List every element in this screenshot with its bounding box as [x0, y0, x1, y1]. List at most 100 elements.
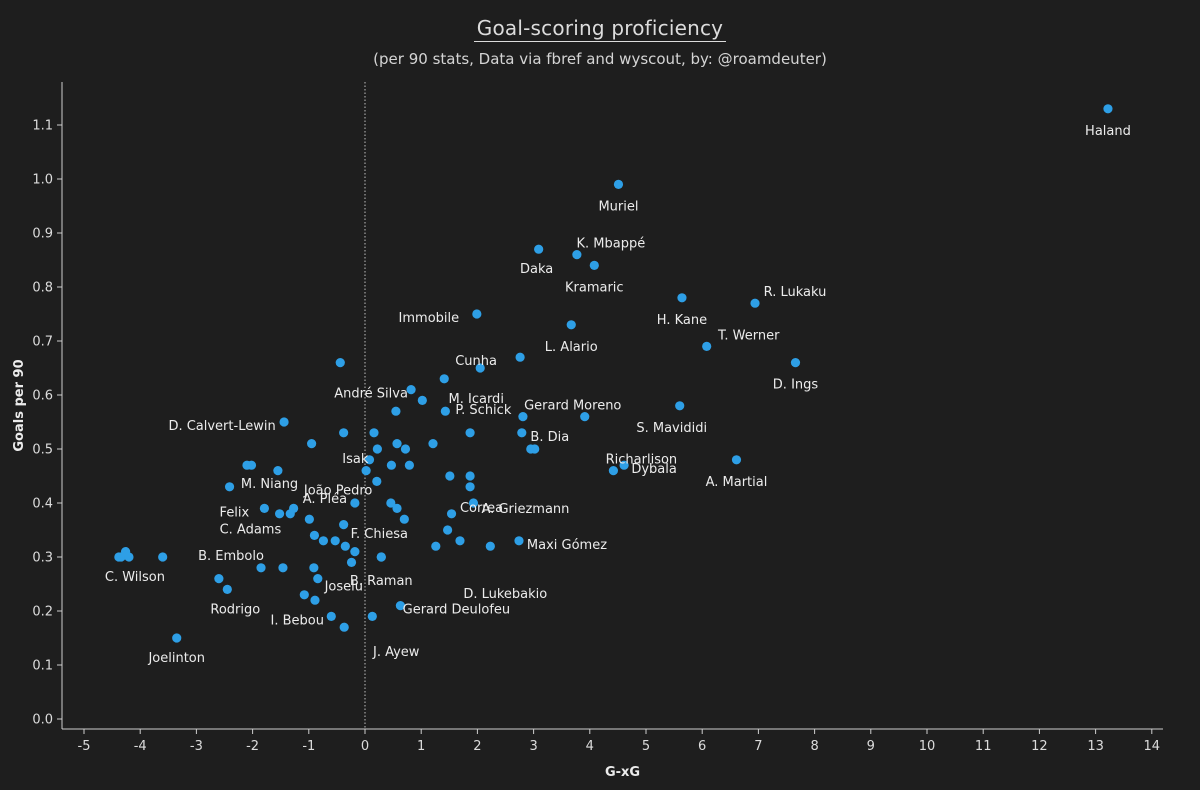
data-point [750, 298, 760, 308]
data-point [339, 622, 349, 632]
point-label: Isak [342, 452, 369, 467]
data-point [515, 352, 525, 362]
point-label: H. Kane [657, 313, 707, 328]
point-label: Haland [1085, 124, 1131, 139]
data-point [309, 563, 319, 573]
data-point [386, 460, 397, 470]
data-point [613, 179, 624, 189]
data-point [273, 466, 283, 476]
data-point [472, 309, 482, 319]
data-point [475, 363, 485, 373]
point-label: B. Embolo [198, 549, 264, 564]
y-tick-label: 1.1 [32, 119, 53, 134]
y-tick-label: 0.7 [32, 335, 53, 350]
data-point [376, 552, 386, 562]
data-point [404, 460, 414, 470]
data-point [246, 460, 257, 470]
data-point [445, 471, 455, 481]
data-point [326, 611, 336, 622]
y-tick-label: 0.3 [32, 551, 53, 566]
point-label: M. Niang [241, 477, 298, 492]
data-point [339, 520, 349, 530]
point-label: S. Mavididi [636, 421, 707, 436]
chart-title-text: Goal-scoring proficiency [473, 16, 727, 42]
data-point [279, 417, 289, 427]
data-point [455, 536, 465, 546]
x-tick-label: -3 [190, 739, 203, 754]
x-tick-label: 7 [754, 739, 762, 754]
point-label: Felix [220, 505, 250, 520]
x-tick-label: 4 [586, 739, 594, 754]
data-point [566, 320, 576, 330]
point-label: Correa [460, 501, 503, 516]
point-label: M. Icardi [449, 392, 504, 407]
x-tick-label: 6 [698, 739, 706, 754]
data-point [361, 466, 371, 476]
point-label: B. Raman [350, 574, 413, 589]
point-label: Immobile [399, 311, 460, 326]
data-point [274, 509, 285, 519]
point-label: Daka [520, 262, 553, 277]
data-point [350, 498, 360, 508]
point-label: Maxi Gómez [527, 538, 607, 553]
x-tick-label: -4 [134, 739, 147, 754]
data-point [530, 444, 540, 454]
point-label: I. Bebou [271, 613, 324, 628]
x-tick-label: 8 [810, 739, 818, 754]
data-point [431, 541, 441, 551]
data-point [391, 406, 401, 416]
data-point [392, 503, 402, 513]
data-point [400, 444, 411, 454]
data-point [399, 514, 409, 524]
y-tick-label: 0.6 [32, 389, 53, 404]
point-label: João Pedro [303, 484, 373, 499]
point-label: C. Wilson [105, 570, 165, 585]
y-axis-label: Goals per 90 [12, 359, 27, 451]
data-point [468, 498, 479, 508]
point-labels: Haland Muriel Daka K. Mbappé Kramaric H. Kane… [105, 124, 1131, 666]
x-tick-label: 5 [642, 739, 650, 754]
x-axis-label: G-xG [605, 765, 640, 780]
y-tick-label: 0.8 [32, 281, 53, 296]
x-tick-label: 13 [1087, 739, 1104, 754]
point-label: Muriel [598, 199, 638, 214]
data-point [116, 552, 126, 562]
x-tick-label: 1 [417, 739, 425, 754]
data-point [346, 557, 357, 568]
x-tick-label: 0 [361, 739, 369, 754]
data-point [350, 547, 360, 557]
data-point [485, 541, 495, 551]
point-label: André Silva [334, 387, 408, 402]
point-label: J. Ayew [372, 645, 420, 660]
data-point [702, 341, 712, 351]
data-point [224, 482, 235, 492]
data-point [285, 509, 295, 519]
data-point [428, 439, 438, 449]
data-point [580, 412, 590, 422]
point-label: Kramaric [565, 280, 624, 295]
data-point [214, 574, 224, 584]
data-point [406, 385, 416, 395]
data-point [517, 428, 527, 438]
data-point [339, 428, 349, 438]
data-point [335, 358, 345, 368]
x-tick-label: 9 [867, 739, 875, 754]
x-tick-label: 11 [975, 739, 992, 754]
data-point [619, 460, 629, 470]
data-point [364, 455, 375, 465]
x-tick-label: 12 [1031, 739, 1048, 754]
point-label: A. Martial [706, 475, 768, 490]
point-label: Rodrigo [210, 602, 260, 617]
point-label: B. Dia [530, 430, 569, 445]
data-point [608, 466, 619, 476]
y-tick-label: 0.0 [32, 713, 53, 728]
point-label: D. Calvert-Lewin [168, 419, 275, 434]
x-tick-label: 10 [919, 739, 936, 754]
data-point [369, 428, 379, 438]
data-point [439, 374, 449, 384]
axes: -5 -4 -3 -2 -1 0 1 2 3 4 5 6 7 8 9 10 11 12 13 140.00.10.20… [32, 82, 1163, 754]
data-point [731, 455, 742, 465]
point-label: K. Mbappé [577, 237, 646, 252]
data-point [310, 595, 320, 605]
